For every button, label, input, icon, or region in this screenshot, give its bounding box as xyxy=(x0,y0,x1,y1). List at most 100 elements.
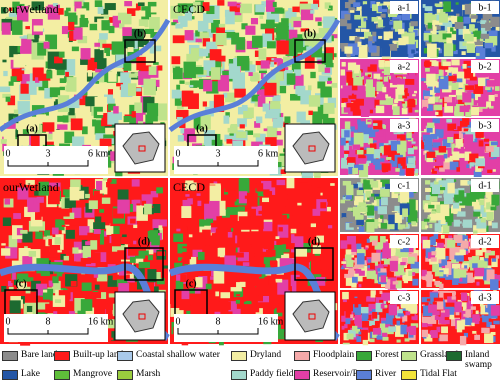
patch xyxy=(456,167,461,172)
panel-title: CECD xyxy=(173,2,205,16)
patch xyxy=(474,334,480,340)
patch xyxy=(93,222,106,230)
patch xyxy=(125,244,130,249)
patch xyxy=(366,221,375,233)
patch xyxy=(94,119,106,135)
patch xyxy=(348,7,355,13)
patch xyxy=(365,33,373,38)
patch xyxy=(136,236,146,251)
patch xyxy=(144,203,152,215)
patch xyxy=(344,2,350,9)
zoom-box xyxy=(124,247,164,281)
patch xyxy=(47,311,55,316)
patch xyxy=(427,43,437,58)
patch xyxy=(366,147,375,155)
patch xyxy=(325,62,334,68)
patch xyxy=(378,327,388,338)
patch xyxy=(210,256,220,265)
patch xyxy=(463,332,468,338)
patch xyxy=(348,266,355,273)
patch xyxy=(49,20,56,25)
patch xyxy=(237,118,247,127)
patch xyxy=(406,326,411,333)
patch xyxy=(463,303,473,314)
patch xyxy=(104,94,115,104)
patch xyxy=(242,296,247,299)
patch xyxy=(382,165,389,172)
patch xyxy=(371,213,382,227)
patch xyxy=(469,76,477,81)
patch xyxy=(381,332,388,338)
patch xyxy=(423,47,428,54)
patch xyxy=(24,246,28,250)
patch xyxy=(401,252,409,260)
patch xyxy=(199,225,212,233)
zoom-box xyxy=(294,39,326,63)
patch xyxy=(54,299,62,304)
patch xyxy=(28,220,40,236)
patch xyxy=(176,103,184,110)
patch xyxy=(276,131,282,136)
inset-label: a-1 xyxy=(398,2,411,13)
patch xyxy=(20,74,33,84)
patch xyxy=(383,219,392,224)
patch xyxy=(27,33,35,40)
patch xyxy=(71,207,82,218)
patch xyxy=(422,316,432,324)
patch xyxy=(367,119,371,122)
patch xyxy=(426,104,433,111)
patch xyxy=(264,114,273,119)
patch xyxy=(474,267,485,277)
patch xyxy=(26,81,34,86)
patch xyxy=(98,39,107,51)
patch xyxy=(474,273,484,280)
patch xyxy=(350,314,354,319)
patch xyxy=(431,168,437,174)
patch xyxy=(15,198,24,211)
patch xyxy=(354,303,359,308)
patch xyxy=(389,14,395,20)
patch xyxy=(361,301,369,309)
patch xyxy=(423,90,433,102)
patch xyxy=(411,268,419,274)
patch xyxy=(437,258,448,266)
patch xyxy=(490,325,496,329)
patch xyxy=(320,202,327,209)
patch xyxy=(495,255,500,259)
patch xyxy=(209,299,217,305)
patch xyxy=(353,2,361,8)
scale-bar-bg xyxy=(174,314,278,342)
patch xyxy=(3,128,16,144)
patch xyxy=(112,15,122,28)
patch xyxy=(59,210,70,217)
patch xyxy=(453,49,458,55)
patch xyxy=(366,320,375,326)
patch xyxy=(285,243,295,250)
scale-bar xyxy=(177,160,259,167)
patch xyxy=(358,44,368,59)
patch xyxy=(435,30,439,33)
patch xyxy=(347,270,357,282)
patch xyxy=(327,225,333,229)
patch xyxy=(436,109,443,117)
patch xyxy=(384,60,393,71)
patch xyxy=(342,180,352,186)
patch xyxy=(293,74,304,90)
patch xyxy=(254,121,261,128)
patch xyxy=(58,290,71,300)
patch xyxy=(421,304,425,307)
patch xyxy=(368,41,373,47)
patch xyxy=(129,256,136,263)
patch xyxy=(440,234,445,239)
patch xyxy=(455,2,459,5)
patch xyxy=(324,2,331,9)
patch xyxy=(426,278,432,288)
patch xyxy=(241,58,250,71)
patch xyxy=(400,244,409,253)
patch xyxy=(477,77,486,87)
patch xyxy=(346,236,356,245)
patch xyxy=(11,276,16,283)
patch xyxy=(401,14,408,18)
patch xyxy=(340,18,348,27)
patch xyxy=(229,178,240,191)
